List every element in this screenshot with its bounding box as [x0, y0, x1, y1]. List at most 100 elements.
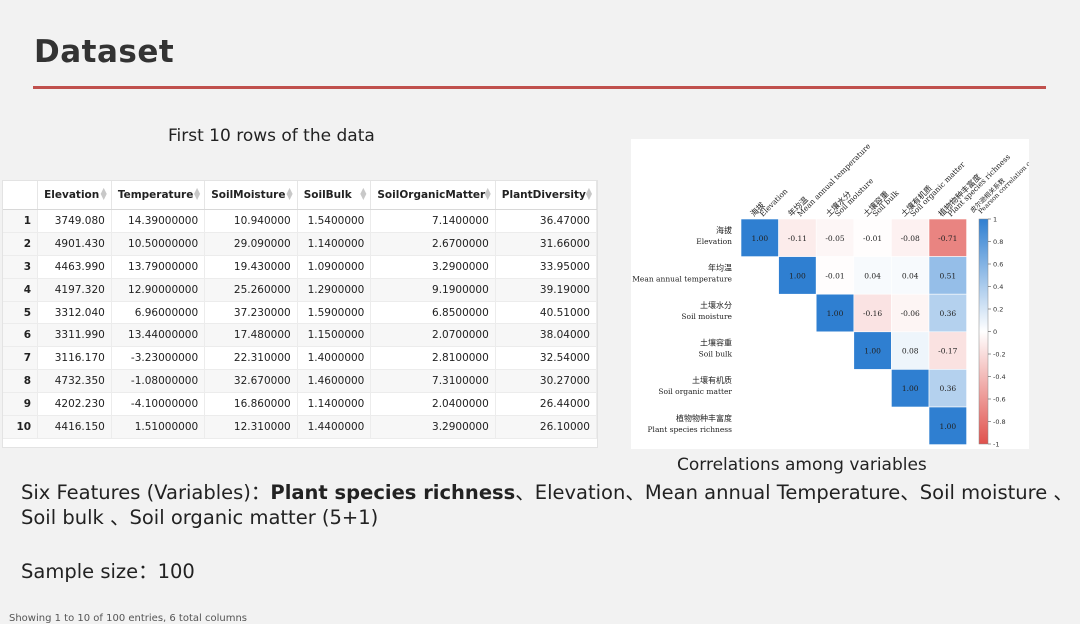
table-cell: 1.1400000 [297, 392, 372, 417]
heatmap-cell [928, 293, 967, 333]
row-index-cell: 9 [3, 392, 39, 417]
table-row[interactable]: 2 4901.430 10.50000000 29.090000 1.1400000 2.… [3, 232, 598, 256]
column-label-en: Elevation [758, 187, 790, 219]
sort-icon: ▲ ▼ [484, 186, 491, 201]
row-label-zh: 年均温 [708, 262, 732, 272]
data-table-panel: ▲ Elevation▲▼Temperature▲▼SoilMoisture▲▼… [2, 180, 598, 624]
row-index-cell: 3 [3, 255, 39, 279]
column-header-soilorganicmatter[interactable]: SoilOrganicMatter ▲ ▼ [370, 181, 496, 210]
legend-tick-label: 1 [993, 216, 997, 224]
heatmap-value: 1.00 [827, 309, 844, 318]
legend-tick-label: -0.4 [993, 373, 1006, 381]
slide-title: Dataset [34, 34, 175, 70]
heatmap-cell [740, 218, 779, 257]
table-cell: 6.8500000 [370, 301, 496, 325]
features-description: Six Features (Variables)：Plant species r… [21, 480, 1080, 530]
heatmap-value: 0.36 [939, 384, 956, 393]
table-row[interactable]: 3 4463.990 13.79000000 19.430000 1.0900000 3.… [3, 255, 598, 279]
table-row[interactable]: 7 3116.170 -3.23000000 22.310000 1.4000000 2.… [3, 346, 598, 371]
column-header-label: SoilOrganicMatter [377, 189, 486, 201]
legend-tick-label: 0.2 [993, 306, 1003, 314]
table-cell: 6.96000000 [111, 301, 206, 325]
index-column-header[interactable]: ▲ [3, 181, 47, 210]
heatmap-value: 0.04 [864, 271, 881, 280]
correlation-heatmap-panel: 1.00 -0.11 -0.05 -0.01 -0.08 -0.71 1.00 -0.01 0.… [631, 138, 1054, 449]
table-cell: 26.44000 [495, 392, 598, 417]
column-header-temperature[interactable]: Temperature ▲ ▼ [111, 181, 206, 210]
table-cell: 7.1400000 [370, 209, 496, 233]
table-cell: 1.2900000 [297, 278, 372, 302]
table-cell: 40.51000 [495, 301, 598, 325]
features-list: 、Elevation、Mean annual Temperature、Soil … [515, 481, 1073, 504]
table-cell: 3.2900000 [370, 415, 496, 439]
correlation-caption: Correlations among variables [677, 455, 927, 475]
table-cell: 1.51000000 [111, 415, 206, 439]
table-cell: 1.1400000 [297, 232, 372, 256]
heatmap-value: -0.08 [901, 234, 920, 243]
legend-tick-label: -0.6 [993, 396, 1006, 404]
heatmap-cell [778, 218, 817, 257]
table-cell: 26.10000 [495, 415, 598, 439]
table-cell: 1.4600000 [297, 369, 372, 394]
row-index-cell: 4 [3, 278, 39, 302]
column-header-label: Elevation [44, 189, 100, 201]
table-row[interactable]: 8 4732.350 -1.08000000 32.670000 1.4600000 7.… [3, 369, 598, 394]
table-row[interactable]: 5 3312.040 6.96000000 37.230000 1.5900000 6.8… [3, 301, 598, 325]
heatmap-cell [928, 256, 967, 295]
sort-icon: ▲ ▼ [286, 186, 293, 201]
row-label-en: Soil moisture [681, 312, 732, 321]
table-cell: 14.39000000 [111, 209, 206, 233]
row-label-zh: 土壤水分 [700, 300, 732, 310]
column-header-soilbulk[interactable]: SoilBulk ▲ ▼ [297, 181, 372, 210]
table-caption: First 10 rows of the data [168, 126, 375, 146]
table-cell: -1.08000000 [111, 369, 206, 394]
column-header-elevation[interactable]: Elevation ▲ ▼ [37, 181, 112, 210]
legend-tick-label: 0.6 [993, 261, 1003, 269]
legend-tick-label: -0.8 [993, 418, 1006, 426]
table-cell: 1.0900000 [297, 255, 372, 279]
table-row[interactable]: 10 4416.150 1.51000000 12.310000 1.4400000 3.… [3, 415, 598, 439]
heatmap-cell [853, 293, 892, 333]
heatmap-value: 1.00 [902, 384, 919, 393]
features-label: Six Features (Variables)： [21, 481, 271, 504]
features-list-continued: Soil bulk 、Soil organic matter (5+1) [21, 506, 379, 529]
row-label-en: Soil organic matter [658, 387, 732, 396]
table-cell: 13.79000000 [111, 255, 206, 279]
heatmap-value: 1.00 [939, 422, 956, 431]
row-label-zh: 土壤有机质 [692, 375, 732, 385]
table-row[interactable]: 4 4197.320 12.90000000 25.260000 1.2900000 9.… [3, 278, 598, 302]
table-cell: 39.19000 [495, 278, 598, 302]
table-cell: 4202.230 [37, 392, 112, 417]
heatmap-cell [891, 331, 930, 370]
column-header-label: Temperature [117, 189, 194, 201]
heatmap-cell [778, 256, 817, 295]
table-row[interactable]: 9 4202.230 -4.10000000 16.860000 1.1400000 2.… [3, 392, 598, 417]
row-label-en: Elevation [696, 237, 732, 246]
row-index-cell: 5 [3, 301, 39, 325]
table-row[interactable]: 6 3311.990 13.44000000 17.480000 1.1500000 2.… [3, 323, 598, 348]
column-header-plantdiversity[interactable]: PlantDiversity ▲ ▼ [495, 181, 598, 210]
heatmap-value: 1.00 [864, 347, 881, 356]
table-cell: 2.0400000 [370, 392, 496, 417]
row-label-zh: 海拔 [716, 225, 732, 235]
title-underline [33, 86, 1046, 89]
heatmap-value: -0.17 [938, 347, 957, 356]
row-index-cell: 6 [3, 323, 39, 348]
table-footer: Showing 1 to 10 of 100 entries, 6 total … [9, 613, 247, 624]
table-cell: 2.8100000 [370, 346, 496, 371]
table-cell: 1.5900000 [297, 301, 372, 325]
table-cell: 4732.350 [37, 369, 112, 394]
table-cell: 36.47000 [495, 209, 598, 233]
column-header-soilmoisture[interactable]: SoilMoisture ▲ ▼ [204, 181, 298, 210]
correlation-heatmap: 1.00 -0.11 -0.05 -0.01 -0.08 -0.71 1.00 -0.01 0.… [632, 138, 1054, 449]
features-target: Plant species richness [270, 481, 516, 504]
table-cell: 4463.990 [37, 255, 112, 279]
table-cell: 25.260000 [204, 278, 298, 302]
slide: Dataset First 10 rows of the data ▲ Elev… [2, 34, 1080, 624]
sort-icon: ▲ ▼ [360, 186, 367, 201]
table-cell: 3749.080 [37, 209, 112, 233]
legend-tick-label: -1 [993, 441, 999, 449]
heatmap-value: -0.01 [825, 271, 844, 280]
data-table: ▲ Elevation▲▼Temperature▲▼SoilMoisture▲▼… [3, 181, 598, 439]
table-row[interactable]: 1 3749.080 14.39000000 10.940000 1.5400000 7.… [3, 209, 598, 233]
